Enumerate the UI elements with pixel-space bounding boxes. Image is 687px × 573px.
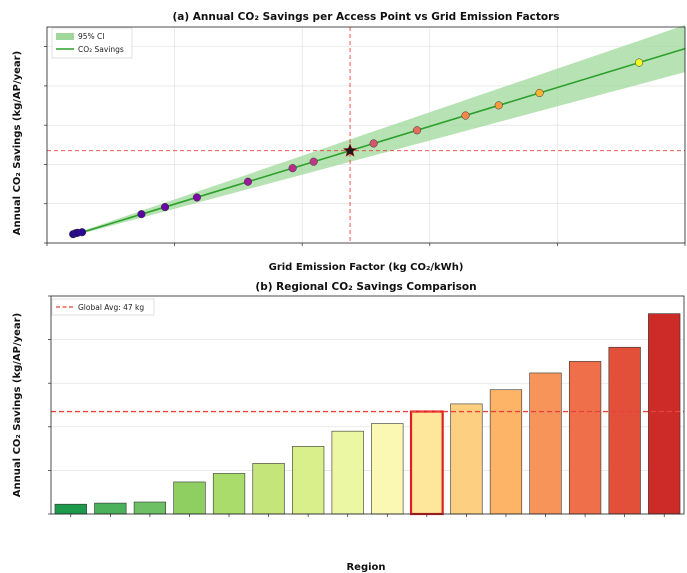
chart-b-bar bbox=[608, 346, 641, 515]
chart-b-ylabel: Annual CO₂ Savings (kg/AP/year) bbox=[12, 313, 23, 497]
chart-a-point bbox=[192, 193, 201, 202]
chart-a-point bbox=[78, 228, 87, 237]
chart-b-title: (b) Regional CO₂ Savings Comparison bbox=[255, 281, 476, 293]
chart-a-point bbox=[243, 177, 253, 186]
chart-a-ticks bbox=[44, 46, 686, 246]
chart-b-bar bbox=[450, 403, 483, 515]
chart-a-point bbox=[288, 164, 297, 173]
chart-b-ticks bbox=[48, 295, 665, 517]
chart-b-bar bbox=[529, 372, 562, 515]
chart-a-point bbox=[309, 157, 318, 166]
chart-a-savings-line bbox=[72, 47, 686, 236]
chart-a-point bbox=[535, 88, 544, 98]
chart-a-xlabel: Grid Emission Factor (kg CO₂/kWh) bbox=[269, 262, 464, 273]
chart-b-bar bbox=[331, 430, 364, 515]
chart-a-point bbox=[494, 101, 503, 110]
chart-b-bar bbox=[292, 446, 325, 515]
panel-a: (a) Annual CO₂ Savings per Access Point … bbox=[12, 11, 686, 273]
chart-a-point bbox=[160, 203, 170, 212]
panel-b: (b) Regional CO₂ Savings Comparison Regi… bbox=[12, 281, 685, 573]
chart-b-bar bbox=[94, 502, 127, 515]
legend-a-ci-swatch bbox=[56, 33, 74, 40]
chart-b-legend: Global Avg: 47 kg bbox=[51, 298, 155, 316]
chart-a-ylabel: Annual CO₂ Savings (kg/AP/year) bbox=[12, 51, 23, 235]
chart-b-bar bbox=[212, 473, 246, 515]
chart-b-bars bbox=[54, 313, 681, 516]
chart-a-point bbox=[412, 126, 422, 135]
chart-b-bar bbox=[252, 463, 285, 515]
chart-a-point bbox=[137, 210, 146, 219]
chart-b-frame bbox=[50, 295, 685, 515]
chart-b-bar bbox=[54, 503, 87, 515]
legend-b-box bbox=[51, 298, 155, 316]
chart-a-frame bbox=[46, 26, 686, 244]
chart-b-xlabel: Region bbox=[346, 562, 385, 573]
chart-a-legend: 95% CI CO₂ Savings bbox=[51, 27, 133, 59]
legend-b-label: Global Avg: 47 kg bbox=[78, 303, 144, 312]
chart-b-bar bbox=[371, 423, 404, 515]
chart-a-fit-line bbox=[72, 47, 686, 236]
legend-a-line-label: CO₂ Savings bbox=[78, 45, 124, 54]
chart-a-ci-polygon bbox=[72, 25, 685, 237]
chart-b-bar bbox=[409, 410, 444, 516]
chart-b-bar bbox=[568, 361, 602, 515]
chart-b-bar bbox=[648, 313, 681, 515]
chart-b-bar bbox=[173, 481, 206, 515]
chart-b-bar bbox=[489, 389, 523, 515]
chart-a-point bbox=[369, 139, 378, 148]
chart-a-points bbox=[69, 58, 644, 239]
chart-b-bar bbox=[133, 501, 167, 515]
chart-a-title: (a) Annual CO₂ Savings per Access Point … bbox=[172, 11, 559, 23]
chart-a-point bbox=[635, 58, 644, 67]
chart-a-reference-lines bbox=[47, 27, 685, 243]
chart-a-point bbox=[461, 111, 470, 120]
chart-a-ci-band bbox=[72, 25, 685, 237]
chart-a-reference-star bbox=[343, 143, 358, 157]
legend-a-ci-label: 95% CI bbox=[78, 32, 105, 41]
